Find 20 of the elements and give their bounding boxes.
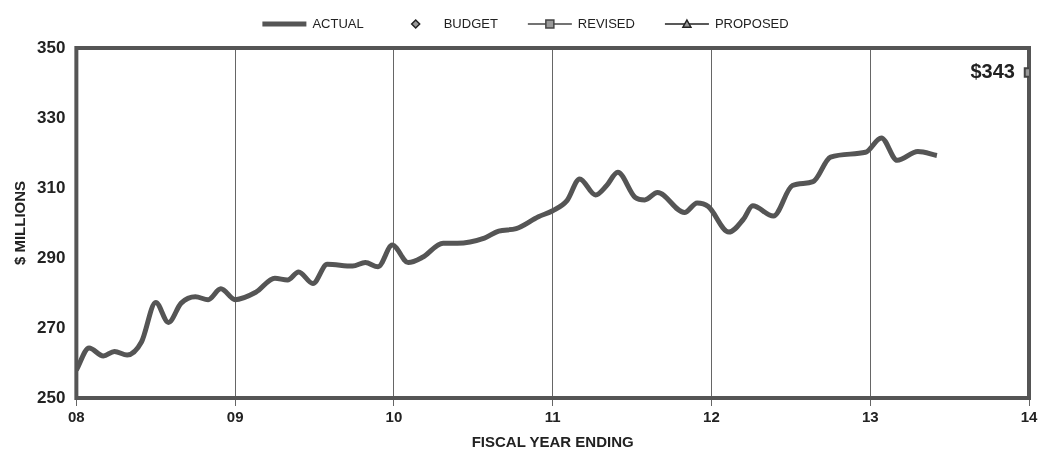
y-axis-title: $ MILLIONS — [11, 180, 29, 266]
y-tick-label: 350 — [36, 37, 66, 57]
legend-label: BUDGET — [443, 15, 498, 31]
y-tick-label: 310 — [36, 177, 66, 197]
y-tick-label: 290 — [36, 247, 66, 267]
y-tick-label: 330 — [36, 107, 66, 127]
y-tick-label: 270 — [36, 317, 66, 337]
legend-label: PROPOSED — [714, 15, 789, 31]
legend-label: REVISED — [577, 15, 635, 31]
x-tick-label: 10 — [385, 408, 403, 426]
x-tick-label: 12 — [703, 408, 720, 426]
x-axis-title: FISCAL YEAR ENDING — [471, 433, 634, 451]
x-tick-label: 11 — [544, 408, 561, 426]
x-tick-label: 13 — [861, 408, 879, 426]
x-tick-label: 09 — [226, 408, 244, 426]
x-tick-label: 14 — [1020, 408, 1038, 426]
data-label: $343 — [970, 60, 1015, 83]
legend-label: ACTUAL — [312, 15, 364, 31]
x-tick-label: 08 — [68, 408, 85, 426]
y-tick-label: 250 — [36, 387, 66, 407]
